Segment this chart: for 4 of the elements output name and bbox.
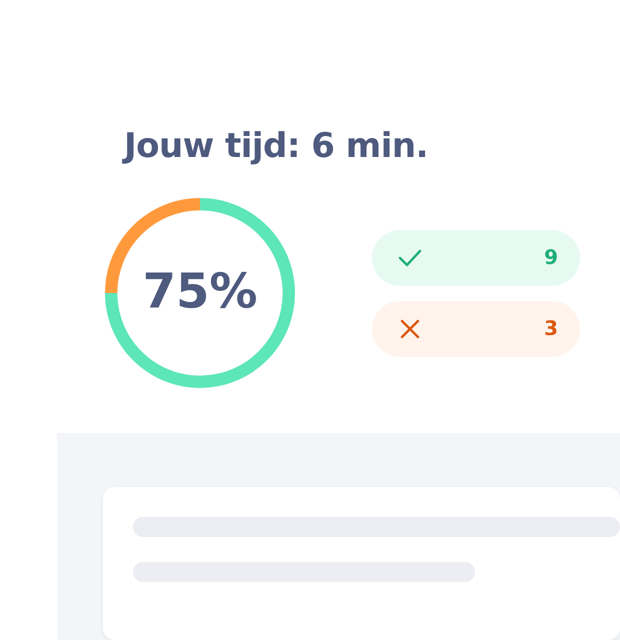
text: 3 [544, 316, 558, 340]
chart-title: Jouw tijd: 6 min. [124, 126, 428, 166]
text: 9 [544, 245, 558, 269]
text: 75% [142, 263, 258, 320]
